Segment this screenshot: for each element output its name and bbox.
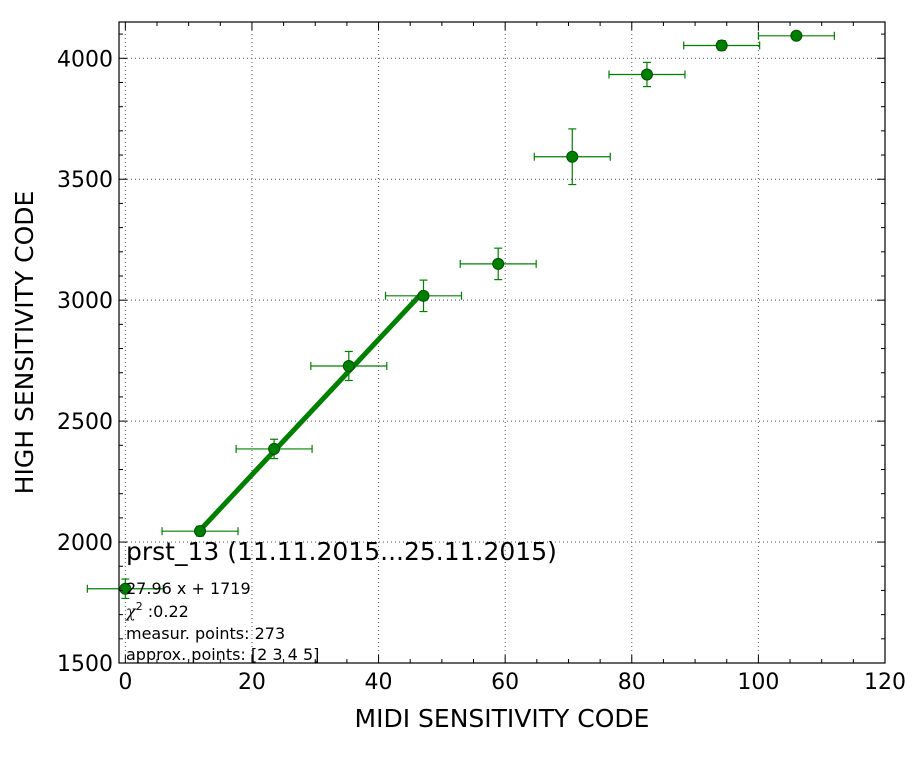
plot-frame — [118, 21, 886, 664]
x-axis-label: MIDI SENSITIVITY CODE — [355, 704, 650, 733]
chi-symbol: χ — [125, 602, 137, 621]
y-tick-label: 2000 — [57, 531, 113, 556]
fit-equation: 27.96 x + 1719 — [126, 579, 251, 598]
chart-title: prst_13 (11.11.2015...25.11.2015) — [126, 537, 557, 566]
x-tick-label: 20 — [238, 670, 266, 695]
approx-points: approx. points: [2 3 4 5] — [126, 645, 319, 664]
data-points — [119, 29, 803, 595]
y-tick-label: 3000 — [57, 289, 113, 314]
data-point — [492, 257, 505, 270]
x-tick-label: 0 — [118, 670, 132, 695]
data-point — [640, 68, 653, 81]
y-tick-label: 1500 — [57, 652, 113, 677]
data-point — [268, 442, 281, 455]
y-tick-label: 2500 — [57, 410, 113, 435]
data-point — [342, 359, 355, 372]
x-tick-label: 80 — [618, 670, 646, 695]
data-point — [566, 150, 579, 163]
chi-value: :0.22 — [143, 602, 189, 621]
data-point — [715, 39, 728, 52]
x-tick-label: 40 — [365, 670, 393, 695]
chi-superscript: 2 — [136, 600, 143, 613]
data-point — [194, 525, 207, 538]
fit-line — [198, 289, 426, 532]
data-point — [119, 582, 132, 595]
data-point — [417, 289, 430, 302]
grid — [119, 22, 885, 663]
chi-square: χ2 :0.22 — [125, 600, 189, 621]
measur-points: measur. points: 273 — [126, 624, 285, 643]
ticks — [119, 22, 886, 664]
y-tick-label: 3500 — [57, 168, 113, 193]
x-tick-label: 120 — [864, 670, 906, 695]
y-axis-label: HIGH SENSITIVITY CODE — [10, 191, 39, 495]
tick-labels: 0 20 40 60 80 100 120 1500 2000 2500 3000 3500 4000 — [57, 47, 906, 695]
fit-line-group — [198, 289, 426, 532]
y-tick-label: 4000 — [57, 47, 113, 72]
x-tick-label: 100 — [737, 670, 779, 695]
data-point — [790, 29, 803, 42]
x-tick-label: 60 — [491, 670, 519, 695]
errorbars — [86, 31, 835, 600]
